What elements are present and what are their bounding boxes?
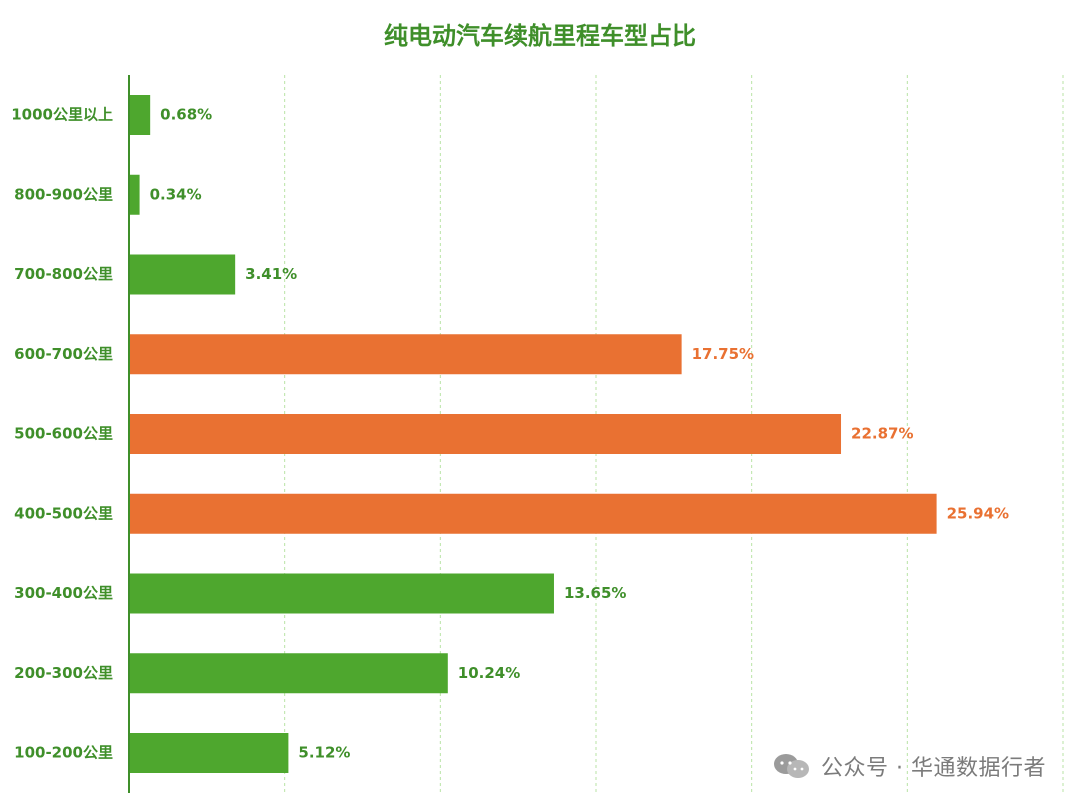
bar	[129, 653, 448, 694]
bar	[129, 174, 140, 215]
category-label: 300-400公里	[14, 584, 113, 602]
category-label: 800-900公里	[14, 185, 113, 203]
bar	[129, 573, 554, 614]
watermark-text: 公众号 · 华通数据行者	[821, 756, 1046, 781]
value-label: 13.65%	[564, 584, 626, 602]
category-label: 500-600公里	[14, 425, 113, 443]
value-label: 3.41%	[245, 265, 297, 283]
wechat-icon	[774, 754, 810, 778]
value-label: 22.87%	[851, 425, 913, 443]
value-label: 5.12%	[298, 744, 350, 762]
value-labels: 0.68% 0.34% 3.41% 17.75% 22.87% 25.94% 13.65% 1…	[150, 106, 1009, 762]
value-label: 17.75%	[692, 345, 754, 363]
bar	[129, 334, 682, 375]
bar	[129, 733, 289, 773]
category-label: 200-300公里	[14, 664, 113, 682]
bar	[129, 254, 236, 295]
value-label: 0.34%	[150, 185, 202, 203]
bar	[129, 493, 937, 534]
category-label: 400-500公里	[14, 504, 113, 522]
bar	[129, 414, 842, 454]
category-label: 100-200公里	[14, 744, 113, 762]
chart-title: 纯电动汽车续航里程车型占比	[384, 22, 696, 50]
watermark: 公众号 · 华通数据行者	[771, 750, 1046, 782]
value-label: 25.94%	[947, 504, 1009, 522]
category-label: 700-800公里	[14, 265, 113, 283]
bar	[129, 95, 151, 135]
bars	[129, 95, 937, 773]
value-label: 10.24%	[458, 664, 520, 682]
category-labels: 1000公里以上 800-900公里 700-800公里 600-700公里 500-6…	[11, 106, 113, 762]
value-label: 0.68%	[160, 106, 212, 124]
category-label: 1000公里以上	[11, 106, 113, 124]
category-label: 600-700公里	[14, 345, 113, 363]
